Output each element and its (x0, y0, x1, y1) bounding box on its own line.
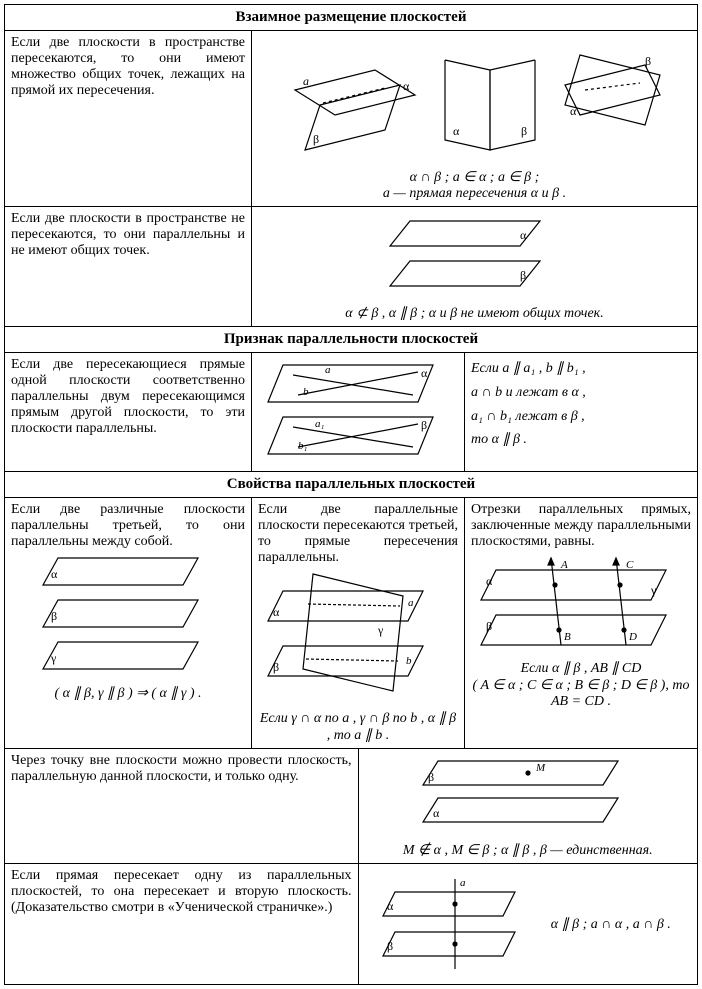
s1-row2-formula: α ⊄ β , α ∥ β ; α и β не имеют общих точ… (258, 305, 691, 322)
svg-text:β: β (273, 660, 279, 674)
section1-header: Взаимное размещение плоскостей (5, 5, 698, 31)
svg-text:β: β (313, 132, 319, 146)
svg-text:b₁: b₁ (298, 440, 308, 452)
svg-text:β: β (428, 770, 434, 784)
svg-text:α: α (520, 228, 527, 242)
svg-text:A: A (560, 559, 568, 571)
s4-row2-diagram-cell: a α β α ∥ β ; a ∩ α , a ∩ β . (358, 864, 698, 985)
s1-row2-text: Если две плоскости в пространстве не пер… (5, 207, 252, 327)
svg-text:a₁: a₁ (315, 418, 325, 430)
svg-text:α: α (433, 806, 440, 820)
s2-diagram-cell: a b α a₁ b₁ β (252, 353, 465, 472)
s3-c3-l2: ( A ∈ α ; C ∈ α ; B ∈ β ; D ∈ β ), то (471, 677, 691, 694)
intersecting-planes-diagram: a α β α β β α (285, 35, 665, 165)
svg-text:α: α (387, 899, 394, 913)
s3-c2-formula: Если γ ∩ α по a , γ ∩ β по b , α ∥ β , т… (258, 710, 458, 744)
s3-c3-text: Отрезки параллельных прямых, заключенные… (471, 502, 691, 550)
svg-text:α: α (570, 104, 577, 118)
s4-row2-text: Если прямая пересекает одну из параллель… (5, 864, 359, 985)
section2-header: Признак параллельности плоскостей (5, 327, 698, 353)
reference-table: Взаимное размещение плоскостей Если две … (4, 4, 698, 985)
svg-text:β: β (486, 619, 492, 633)
svg-text:β: β (520, 268, 526, 282)
s3-c1-formula: ( α ∥ β, γ ∥ β ) ⇒ ( α ∥ γ ) . (11, 685, 245, 702)
parallel-planes-diagram: α β (350, 211, 600, 301)
s3-c2-text: Если две параллельные плоскости пересека… (258, 502, 458, 566)
s3-c2: Если две параллельные плоскости пересека… (252, 498, 465, 749)
s4-row1-formula: M ∉ α , M ∈ β ; α ∥ β , β — единственная… (365, 842, 692, 859)
svg-text:β: β (421, 418, 427, 432)
svg-text:M: M (535, 762, 546, 774)
svg-text:α: α (486, 574, 493, 588)
s2-r4: то α ∥ β . (471, 428, 691, 452)
s2-r1: Если a ∥ a₁ , b ∥ b₁ , (471, 357, 691, 381)
s2-r2: a ∩ b и лежат в α , (471, 381, 691, 405)
three-parallel-planes-diagram: α β γ (33, 550, 223, 685)
s2-r3: a₁ ∩ b₁ лежат в β , (471, 405, 691, 429)
svg-text:b: b (303, 386, 309, 398)
s1-row1-formula2: a — прямая пересечения α и β . (258, 186, 691, 202)
svg-text:β: β (521, 124, 527, 138)
s3-c1-text: Если две различные плоскости параллельны… (11, 502, 245, 550)
svg-text:b: b (406, 655, 412, 667)
svg-text:α: α (453, 124, 460, 138)
cutting-plane-diagram: a b α γ β (258, 566, 458, 706)
s4-row1-text: Через точку вне плоскости можно провести… (5, 749, 359, 864)
s3-c3: Отрезки параллельных прямых, заключенные… (465, 498, 698, 749)
svg-text:β: β (645, 54, 651, 68)
svg-text:a: a (460, 877, 466, 889)
svg-text:B: B (564, 631, 571, 643)
s3-c3-l3: AB = CD . (471, 694, 691, 710)
s1-row1-diagram-cell: a α β α β β α α ∩ β (252, 31, 698, 207)
svg-text:α: α (51, 567, 58, 581)
unique-parallel-plane-diagram: M β α (378, 753, 678, 838)
svg-text:γ: γ (650, 583, 657, 597)
svg-text:β: β (387, 939, 393, 953)
svg-text:α: α (421, 366, 428, 380)
svg-text:D: D (628, 631, 637, 643)
svg-text:a: a (408, 597, 414, 609)
svg-text:γ: γ (50, 651, 57, 665)
section3-header: Свойства параллельных плоскостей (5, 472, 698, 498)
line-intersecting-planes-diagram: a α β (375, 874, 535, 974)
s1-row1-formula1: α ∩ β ; a ∈ α ; a ∈ β ; (258, 169, 691, 186)
s1-row2-diagram-cell: α β α ⊄ β , α ∥ β ; α и β не имеют общих… (252, 207, 698, 327)
s2-text: Если две пересекающиеся прямые одной пло… (5, 353, 252, 472)
parallel-criterion-diagram: a b α a₁ b₁ β (263, 357, 453, 467)
s1-row1-text: Если две плоскости в пространстве пересе… (5, 31, 252, 207)
svg-text:a: a (325, 364, 331, 376)
s2-conditions: Если a ∥ a₁ , b ∥ b₁ , a ∩ b и лежат в α… (465, 353, 698, 472)
svg-text:α: α (273, 605, 280, 619)
s4-row1-diagram-cell: M β α M ∉ α , M ∈ β ; α ∥ β , β — единст… (358, 749, 698, 864)
svg-text:α: α (403, 79, 410, 93)
svg-text:β: β (51, 609, 57, 623)
s3-c1: Если две различные плоскости параллельны… (5, 498, 252, 749)
svg-text:γ: γ (377, 623, 384, 637)
s4-row2-formula: α ∥ β ; a ∩ α , a ∩ β . (545, 870, 689, 978)
equal-segments-diagram: A C B D α γ β (471, 550, 691, 660)
svg-text:a: a (303, 74, 309, 88)
svg-text:C: C (626, 559, 634, 571)
s3-c3-l1: Если α ∥ β , AB ∥ CD (471, 660, 691, 677)
